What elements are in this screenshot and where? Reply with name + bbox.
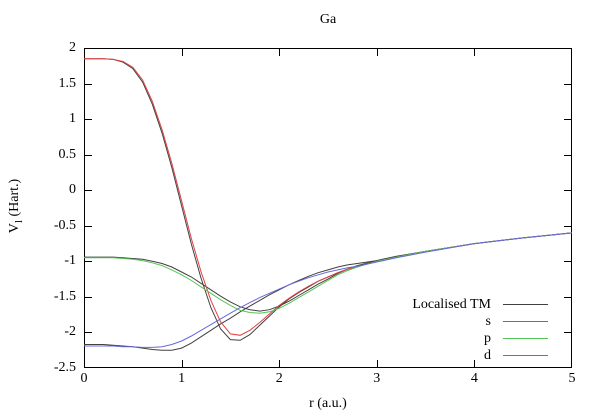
x-tick-label: 5 xyxy=(568,371,576,386)
curve-d xyxy=(84,232,572,348)
legend-item-p: p xyxy=(412,330,548,347)
curve-localised-tm-p-channel xyxy=(84,232,572,312)
legend-line-sample xyxy=(503,321,548,322)
x-tick-label: 2 xyxy=(275,371,283,386)
y-tick-label: 1.5 xyxy=(58,75,77,91)
legend-label: d xyxy=(484,348,491,363)
y-tick-label: -2.5 xyxy=(53,360,76,375)
x-tick-label: 3 xyxy=(373,371,381,386)
y-tick-label: 0.5 xyxy=(58,146,77,162)
legend-item-s: s xyxy=(412,313,548,330)
curve-s xyxy=(84,58,572,336)
y-tick-label: -1 xyxy=(64,253,76,269)
legend-item-d: d xyxy=(412,347,548,364)
legend-item-localised-tm: Localised TM xyxy=(412,296,548,313)
legend-line-sample xyxy=(503,355,548,356)
x-tick-label: 0 xyxy=(80,371,88,386)
legend-label: Localised TM xyxy=(412,297,491,312)
y-tick-label: 1 xyxy=(69,111,76,127)
y-tick-label: -2 xyxy=(64,324,76,340)
legend-label: p xyxy=(484,331,491,346)
legend-line-sample xyxy=(503,304,548,305)
plot-area xyxy=(84,48,572,368)
plot-frame xyxy=(84,48,572,368)
x-tick-label: 4 xyxy=(470,371,478,386)
y-tick-label: 0 xyxy=(69,182,76,198)
legend-line-sample xyxy=(503,338,548,339)
y-tick-label: -0.5 xyxy=(53,217,76,233)
y-tick-label: 2 xyxy=(69,40,76,55)
x-tick-label: 1 xyxy=(178,371,186,386)
chart-title: Ga xyxy=(319,12,337,27)
legend: Localised TM s p d xyxy=(412,296,548,364)
y-tick-label: -1.5 xyxy=(53,288,76,304)
legend-label: s xyxy=(485,314,491,329)
x-axis-label: r (a.u.) xyxy=(309,396,347,411)
